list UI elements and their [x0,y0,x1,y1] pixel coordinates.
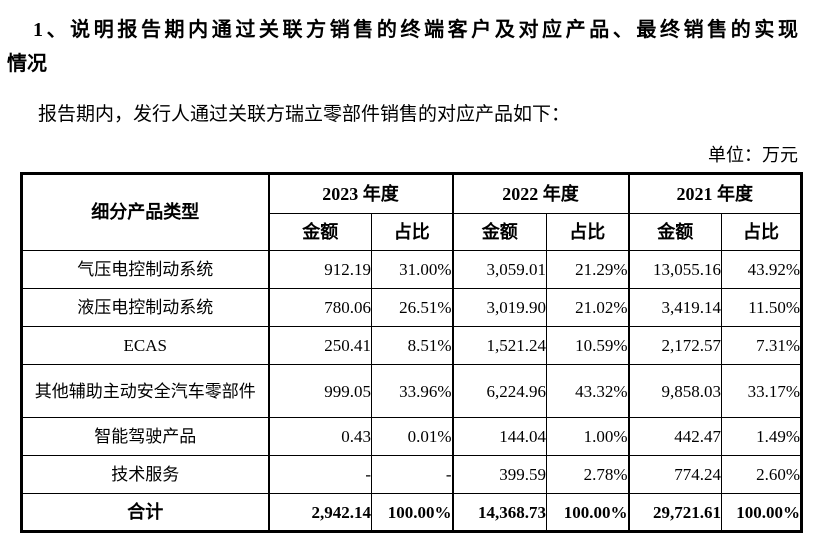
cell-amount: 774.24 [627,455,722,494]
cell-ratio: 43.92% [721,250,802,289]
cell-amount: 999.05 [267,364,372,418]
cell-ratio: 33.96% [371,364,453,418]
table-row: 智能驾驶产品 0.43 0.01% 144.04 1.00% 442.47 1.… [21,417,802,456]
cell-ratio: 1.00% [546,417,629,456]
cell-amount: 3,059.01 [451,250,547,289]
cell-ratio: 100.00% [721,493,802,532]
table-header-year-row: 细分产品类型 2023 年度 2022 年度 2021 年度 [21,173,802,251]
cell-amount: 3,019.90 [451,288,547,327]
cell-amount: 2,172.57 [627,326,722,365]
col-header-year-2023: 2023 年度 [267,173,453,214]
cell-amount: 3,419.14 [627,288,722,327]
unit-label: 单位：万元 [708,145,798,165]
table-row: ECAS 250.41 8.51% 1,521.24 10.59% 2,172.… [21,326,802,365]
cell-ratio: 2.60% [721,455,802,494]
cell-amount: 912.19 [267,250,372,289]
col-header-year-2021: 2021 年度 [627,173,802,214]
section-heading-line-2: 情况 [7,53,47,75]
cell-amount: 14,368.73 [451,493,547,532]
col-header-amount-2022: 金额 [451,213,547,251]
col-header-year-2022: 2022 年度 [451,173,629,214]
cell-amount: 6,224.96 [451,364,547,418]
cell-amount: 442.47 [627,417,722,456]
col-header-amount-2023: 金额 [267,213,372,251]
col-header-ratio-2023: 占比 [371,213,453,251]
cell-ratio: 100.00% [371,493,453,532]
row-category: 液压电控制动系统 [21,288,269,327]
cell-amount: 780.06 [267,288,372,327]
section-heading-line-1: 1、说明报告期内通过关联方销售的终端客户及对应产品、最终销售的实现 [33,19,798,41]
cell-ratio: 10.59% [546,326,629,365]
cell-ratio: 31.00% [371,250,453,289]
total-label: 合计 [21,493,269,532]
row-category: 技术服务 [21,455,269,494]
row-category: ECAS [21,326,269,365]
cell-ratio: - [371,455,453,494]
cell-ratio: 33.17% [721,364,802,418]
table-header-sub-row: 金额 占比 金额 占比 金额 占比 [22,213,802,251]
cell-amount: 13,055.16 [627,250,722,289]
cell-amount: 399.59 [451,455,547,494]
cell-ratio: 100.00% [546,493,629,532]
cell-ratio: 21.29% [546,250,629,289]
table-row: 其他辅助主动安全汽车零部件 999.05 33.96% 6,224.96 43.… [21,364,802,418]
cell-ratio: 21.02% [546,288,629,327]
col-header-amount-2021: 金额 [627,213,722,251]
row-category: 其他辅助主动安全汽车零部件 [21,364,269,418]
col-header-ratio-2022: 占比 [546,213,629,251]
row-category: 智能驾驶产品 [21,417,269,456]
cell-amount: 2,942.14 [267,493,372,532]
table-row: 气压电控制动系统 912.19 31.00% 3,059.01 21.29% 1… [21,250,802,289]
cell-ratio: 8.51% [371,326,453,365]
cell-amount: 9,858.03 [627,364,722,418]
cell-ratio: 26.51% [371,288,453,327]
table-row: 技术服务 - - 399.59 2.78% 774.24 2.60% [21,455,802,494]
cell-amount: 1,521.24 [451,326,547,365]
related-party-sales-table: 细分产品类型 2023 年度 2022 年度 2021 年度 金额 占比 金额 … [20,172,803,533]
cell-ratio: 2.78% [546,455,629,494]
cell-amount: 29,721.61 [627,493,722,532]
cell-ratio: 1.49% [721,417,802,456]
intro-paragraph: 报告期内，发行人通过关联方瑞立零部件销售的对应产品如下： [38,104,571,125]
cell-amount: - [267,455,372,494]
row-category: 气压电控制动系统 [21,250,269,289]
cell-amount: 0.43 [267,417,372,456]
cell-ratio: 11.50% [721,288,802,327]
table-total-row: 合计 2,942.14 100.00% 14,368.73 100.00% 29… [21,493,802,532]
col-header-category: 细分产品类型 [21,173,269,251]
cell-amount: 250.41 [267,326,372,365]
cell-ratio: 7.31% [721,326,802,365]
cell-ratio: 0.01% [371,417,453,456]
section-heading: 1、说明报告期内通过关联方销售的终端客户及对应产品、最终销售的实现 情况 [7,13,798,81]
cell-amount: 144.04 [451,417,547,456]
table-row: 液压电控制动系统 780.06 26.51% 3,019.90 21.02% 3… [21,288,802,327]
col-header-ratio-2021: 占比 [721,213,802,251]
cell-ratio: 43.32% [546,364,629,418]
